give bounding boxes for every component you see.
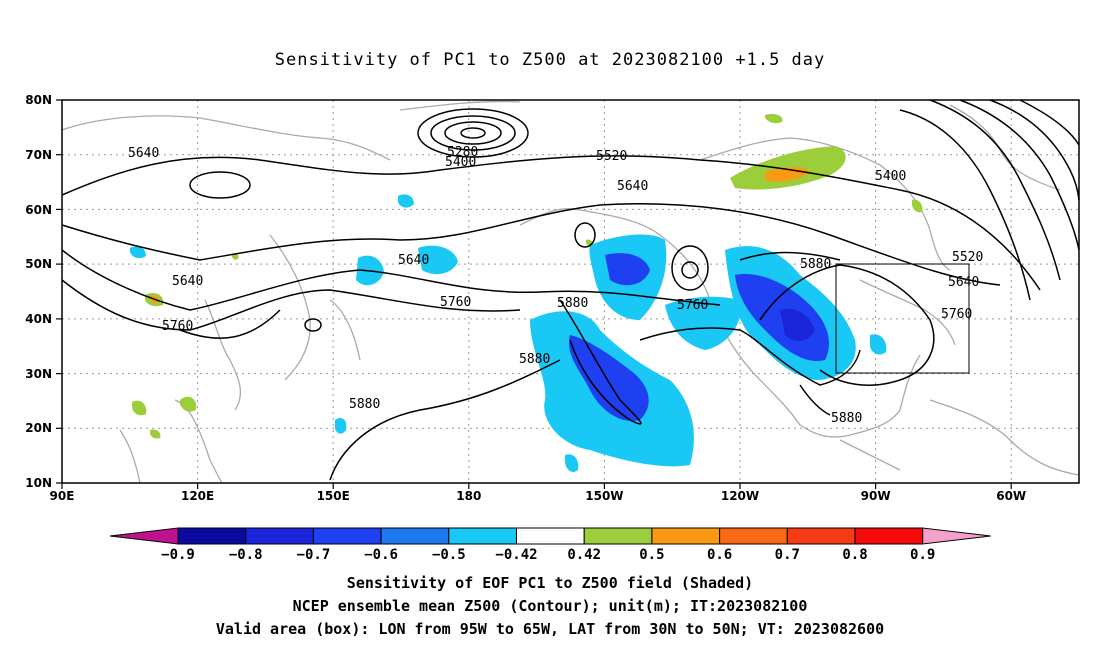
contour-label: 5760 (162, 319, 193, 334)
colorbar-segment (448, 527, 517, 545)
lon-label: 120W (721, 489, 759, 503)
contour-label: 5280 (447, 145, 478, 160)
contour-label: 5640 (128, 146, 159, 161)
lat-label: 10N (25, 476, 52, 490)
colorbar-segment (719, 527, 788, 545)
contour-label: 5760 (941, 307, 972, 322)
map-frame (61, 99, 1080, 484)
contour-label: 5520 (596, 149, 627, 164)
colorbar-label: 0.5 (639, 547, 664, 563)
lon-labels: 90E 120E 150E 180 150W 120W 90W 60W (50, 489, 1027, 503)
contour-label-group: 5640 5280 5400 5520 5640 5400 5640 5640 … (128, 145, 983, 426)
colorbar-label: −0.42 (495, 547, 537, 563)
colorbar-segment (651, 527, 721, 545)
axis-ticks (56, 99, 1012, 489)
colorbar-label: 0.9 (910, 547, 935, 563)
caption-line-2: NCEP ensemble mean Z500 (Contour); unit(… (292, 597, 808, 615)
sensitivity-shading (130, 113, 923, 473)
colorbar-segment (583, 527, 653, 545)
colorbar-label: −0.7 (297, 547, 331, 563)
colorbar-label: −0.5 (432, 547, 466, 563)
valid-area-box (835, 263, 970, 374)
contour-label: 5880 (349, 397, 380, 412)
contour-label: 5640 (948, 275, 979, 290)
colorbar-segment (177, 527, 247, 545)
lat-labels: 80N 70N 60N 50N 40N 30N 20N 10N (25, 93, 52, 490)
contour-label: 5520 (952, 250, 983, 265)
colorbar-segment (786, 527, 856, 545)
lat-label: 30N (25, 367, 52, 381)
colorbar-label: 0.8 (842, 547, 867, 563)
colorbar-low-cap (109, 527, 179, 545)
lon-label: 180 (456, 489, 481, 503)
contour-label: 5880 (557, 296, 588, 311)
contour-label: 5640 (398, 253, 429, 268)
lon-label: 90E (50, 489, 75, 503)
colorbar-segment (516, 527, 585, 545)
map-title: Sensitivity of PC1 to Z500 at 2023082100… (274, 50, 826, 70)
colorbar-segment (854, 527, 924, 545)
contour-label: 5880 (800, 257, 831, 272)
contour-label: 5760 (677, 298, 708, 313)
lat-label: 70N (25, 148, 52, 162)
colorbar-segment (312, 527, 382, 545)
colorbar-segment (245, 527, 314, 545)
caption-line-3: Valid area (box): LON from 95W to 65W, L… (215, 620, 885, 638)
lon-label: 150E (317, 489, 350, 503)
colorbar-label: −0.6 (364, 547, 398, 563)
colorbar-segment (380, 527, 450, 545)
lat-label: 20N (25, 421, 52, 435)
lon-label: 60W (996, 489, 1026, 503)
contour-label: 5880 (831, 411, 862, 426)
lon-label: 120E (181, 489, 214, 503)
lon-label: 90W (861, 489, 891, 503)
contour-label: 5880 (519, 352, 550, 367)
colorbar-label: −0.9 (161, 547, 195, 563)
lat-label: 40N (25, 312, 52, 326)
colorbar: −0.9 −0.8 −0.7 −0.6 −0.5 −0.42 0.42 0.5 0.6 0.7 0.… (109, 527, 991, 563)
caption-line-1: Sensitivity of EOF PC1 to Z500 field (Sh… (346, 574, 754, 592)
lat-label: 60N (25, 203, 52, 217)
lon-label: 150W (585, 489, 623, 503)
lat-label: 50N (25, 257, 52, 271)
z500-contours (61, 99, 1080, 481)
contour-label: 5400 (445, 155, 476, 170)
contour-label: 5640 (617, 179, 648, 194)
contour-label: 5760 (440, 295, 471, 310)
colorbar-label: −0.8 (229, 547, 263, 563)
colorbar-high-cap (922, 527, 991, 545)
contour-label: 5640 (172, 274, 203, 289)
contour-label: 5400 (875, 169, 906, 184)
lat-label: 80N (25, 93, 52, 107)
colorbar-label: 0.6 (707, 547, 732, 563)
colorbar-label: 0.7 (775, 547, 800, 563)
colorbar-label: 0.42 (567, 547, 601, 563)
